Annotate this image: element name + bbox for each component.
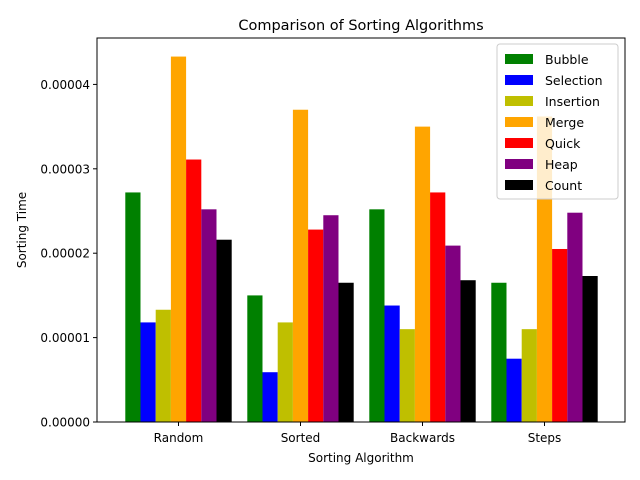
x-tick-label: Backwards bbox=[390, 431, 455, 445]
legend-swatch-bubble bbox=[505, 54, 533, 64]
bar-selection-random bbox=[140, 322, 156, 422]
plot-frame bbox=[96, 37, 626, 423]
bar-heap-sorted bbox=[323, 215, 339, 422]
bar-count-steps bbox=[582, 276, 598, 422]
bar-selection-sorted bbox=[262, 372, 278, 422]
x-tick-label: Random bbox=[154, 431, 204, 445]
legend-label-merge: Merge bbox=[545, 115, 584, 130]
y-tick-label: 0.00001 bbox=[40, 331, 90, 345]
x-axis: Random Sorted Backwards Steps bbox=[154, 422, 562, 445]
legend-label-quick: Quick bbox=[545, 136, 581, 151]
x-axis-label: Sorting Algorithm bbox=[308, 451, 414, 465]
y-tick-label: 0.00002 bbox=[40, 247, 90, 261]
y-tick-label: 0.00000 bbox=[40, 416, 90, 430]
bar-bubble-steps bbox=[491, 282, 507, 422]
legend-swatch-heap bbox=[505, 159, 533, 169]
bar-insertion-sorted bbox=[277, 322, 293, 422]
y-axis: 0.00000 0.00001 0.00002 0.00003 0.00004 bbox=[40, 78, 97, 430]
legend-label-heap: Heap bbox=[545, 157, 578, 172]
bar-count-sorted bbox=[338, 282, 354, 422]
bar-bubble-sorted bbox=[247, 295, 263, 422]
legend-swatch-quick bbox=[505, 138, 533, 148]
bar-merge-sorted bbox=[292, 109, 309, 423]
bar-merge-backwards bbox=[414, 126, 431, 423]
legend-swatch-merge bbox=[505, 117, 533, 127]
bar-merge-random bbox=[170, 56, 187, 422]
bar-quick-backwards bbox=[430, 192, 446, 422]
legend-label-bubble: Bubble bbox=[545, 52, 589, 67]
bar-heap-backwards bbox=[445, 245, 461, 422]
legend-swatch-count bbox=[505, 180, 533, 190]
bar-insertion-backwards bbox=[399, 329, 415, 422]
chart-title: Comparison of Sorting Algorithms bbox=[238, 18, 483, 34]
x-tick-label: Sorted bbox=[281, 431, 321, 445]
bar-bubble-random bbox=[125, 192, 141, 422]
bar-heap-random bbox=[201, 209, 217, 422]
legend-swatch-insertion bbox=[505, 96, 533, 106]
legend-label-count: Count bbox=[545, 178, 582, 193]
y-tick-label: 0.00003 bbox=[40, 162, 90, 176]
legend-label-insertion: Insertion bbox=[545, 94, 600, 109]
bar-selection-steps bbox=[506, 358, 522, 422]
bar-count-random bbox=[216, 239, 232, 422]
bar-quick-sorted bbox=[308, 229, 324, 422]
y-tick-label: 0.00004 bbox=[40, 78, 90, 92]
legend-label-selection: Selection bbox=[545, 73, 603, 88]
bar-count-backwards bbox=[460, 280, 476, 422]
x-tick-label: Steps bbox=[528, 431, 562, 445]
bar-insertion-steps bbox=[521, 329, 537, 422]
y-axis-label: Sorting Time bbox=[15, 192, 29, 268]
legend: Bubble Selection Insertion Merge Quick Heap Co… bbox=[496, 43, 619, 200]
bar-quick-steps bbox=[552, 248, 568, 422]
bar-insertion-random bbox=[155, 309, 171, 422]
bar-bubble-backwards bbox=[369, 209, 385, 422]
legend-swatch-selection bbox=[505, 75, 533, 85]
bar-selection-backwards bbox=[384, 305, 400, 422]
bar-quick-random bbox=[186, 159, 202, 422]
bar-heap-steps bbox=[567, 212, 583, 422]
